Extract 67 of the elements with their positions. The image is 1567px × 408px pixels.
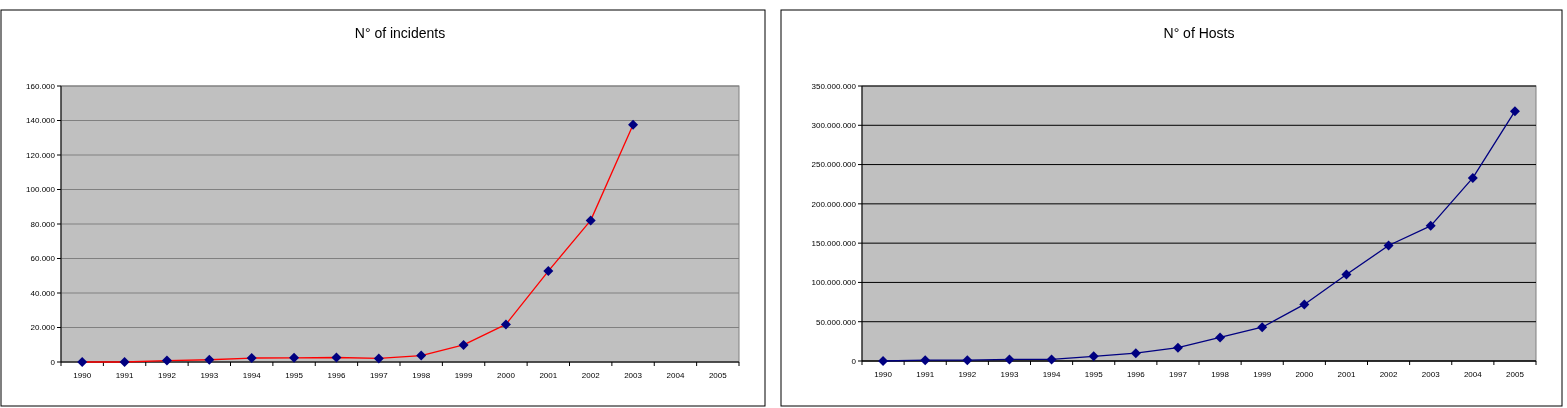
x-tick-label: 1990 (73, 371, 92, 380)
x-tick-label: 1998 (412, 371, 431, 380)
y-tick-label: 250.000.000 (811, 160, 857, 170)
y-tick-label: 20.000 (30, 323, 56, 333)
x-tick-label: 2005 (1506, 370, 1525, 379)
y-tick-label: 0 (50, 357, 56, 367)
x-tick-label: 2003 (1421, 370, 1441, 379)
chart-title: N° of Hosts (1163, 25, 1235, 41)
x-tick-label: 2001 (539, 371, 558, 380)
y-tick-label: 40.000 (30, 288, 56, 298)
point (1341, 269, 1352, 280)
y-tick-label: 120.000 (26, 150, 56, 160)
x-tick-label: 1999 (1253, 370, 1272, 379)
y-tick-label: 140.000 (26, 116, 56, 126)
point (920, 355, 931, 366)
x-tick-label: 1991 (115, 371, 135, 380)
x-tick-label: 1996 (327, 371, 346, 380)
y-tick-label: 60.000 (30, 254, 56, 264)
x-tick-label: 2003 (624, 371, 643, 380)
y-tick-label: 100.000 (26, 185, 56, 195)
point (1130, 348, 1141, 359)
x-tick-label: 1993 (1000, 370, 1019, 379)
x-tick-label: 1998 (1211, 370, 1230, 379)
y-tick-label: 160.000 (26, 81, 56, 91)
x-tick-label: 2002 (581, 371, 601, 380)
point (962, 355, 973, 366)
point (1215, 332, 1226, 343)
point (1509, 106, 1520, 117)
x-tick-label: 2004 (666, 371, 685, 380)
x-tick-label: 1993 (200, 371, 219, 380)
point (1383, 240, 1394, 251)
y-tick-label: 350.000.000 (811, 81, 857, 91)
x-tick-label: 2002 (1379, 370, 1399, 379)
x-tick-label: 2004 (1463, 370, 1483, 379)
x-tick-label: 1992 (158, 371, 177, 380)
y-tick-label: 0 (851, 356, 857, 366)
x-tick-label: 1995 (1084, 370, 1104, 379)
x-tick-label: 2005 (708, 371, 728, 380)
x-tick-label: 1995 (285, 371, 304, 380)
point (1004, 354, 1015, 365)
point (1467, 172, 1478, 183)
x-tick-label: 1999 (454, 371, 474, 380)
x-tick-label: 1997 (369, 371, 389, 380)
point (1425, 220, 1436, 231)
x-tick-label: 1997 (1169, 370, 1188, 379)
y-tick-label: 50.000.000 (815, 317, 857, 327)
y-tick-label: 80.000 (30, 219, 56, 229)
point (1257, 322, 1268, 333)
point (1299, 299, 1310, 310)
x-tick-label: 1994 (242, 371, 262, 380)
y-tick-label: 100.000.000 (811, 278, 857, 288)
y-tick-label: 150.000.000 (811, 238, 857, 248)
x-tick-label: 1990 (874, 370, 893, 379)
point (1088, 351, 1099, 362)
x-tick-label: 2000 (497, 371, 516, 380)
x-tick-label: 1994 (1042, 370, 1062, 379)
point (1046, 354, 1057, 365)
x-tick-label: 1992 (958, 370, 977, 379)
point (878, 356, 889, 366)
x-tick-label: 1996 (1126, 370, 1146, 379)
x-tick-label: 2000 (1295, 370, 1314, 379)
y-tick-label: 200.000.000 (811, 199, 857, 209)
point (1172, 342, 1183, 353)
x-tick-label: 1991 (916, 370, 935, 379)
y-tick-label: 300.000.000 (811, 121, 857, 131)
chart-title: N° of incidents (354, 25, 446, 41)
x-tick-label: 2001 (1337, 370, 1356, 379)
